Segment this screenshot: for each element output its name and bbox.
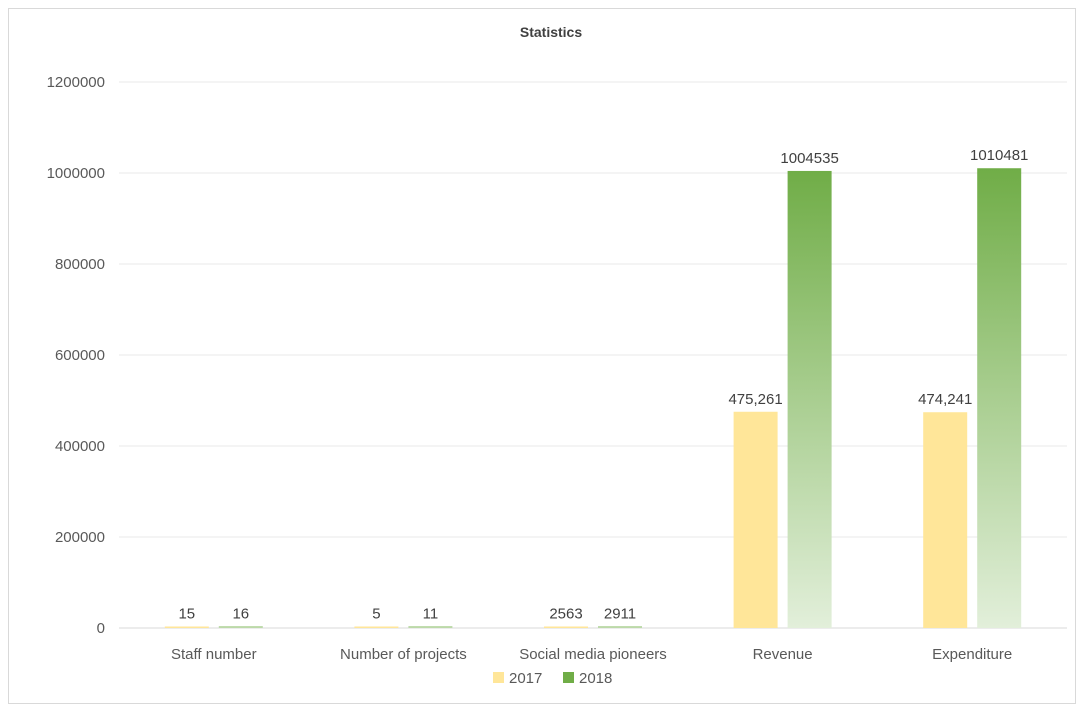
legend: 2017 2018 xyxy=(493,670,612,687)
data-label: 474,241 xyxy=(918,391,972,408)
bar-2018-2 xyxy=(598,626,642,628)
data-labels: 15 16 5 11 2563 2911 475,261 1004535 474,241 1010… xyxy=(178,147,1028,622)
data-label: 1004535 xyxy=(780,150,838,167)
data-label: 15 xyxy=(178,606,195,623)
bar-2018-3 xyxy=(787,170,832,628)
gridlines xyxy=(119,81,1067,629)
data-label: 11 xyxy=(423,606,439,623)
data-label: 2563 xyxy=(549,606,582,623)
y-tick-label: 200000 xyxy=(55,529,105,546)
y-axis: 0 200000 400000 600000 800000 1000000 1200000 xyxy=(47,74,105,637)
bar-2018-0 xyxy=(218,626,263,628)
x-category-label: Number of projects xyxy=(340,646,467,663)
x-category-label: Staff number xyxy=(171,646,257,663)
data-label: 2911 xyxy=(604,606,636,623)
bar-chart: Statistics 0 200000 400000 600000 800000 1000… xyxy=(47,24,1067,687)
data-label: 16 xyxy=(232,606,249,623)
x-category-label: Expenditure xyxy=(932,646,1012,663)
bar-2018-4 xyxy=(977,168,1022,628)
y-tick-label: 1200000 xyxy=(47,74,105,91)
bar-2018-1 xyxy=(408,626,453,628)
x-category-label: Revenue xyxy=(753,646,813,663)
chart-title: Statistics xyxy=(520,24,582,40)
bar-2017-4 xyxy=(923,412,968,628)
y-tick-label: 800000 xyxy=(55,256,105,273)
legend-swatch-2018 xyxy=(563,672,574,683)
bar-2017-3 xyxy=(733,411,778,628)
y-tick-label: 400000 xyxy=(55,438,105,455)
y-tick-label: 0 xyxy=(97,620,105,637)
data-label: 5 xyxy=(372,606,380,623)
x-category-label: Social media pioneers xyxy=(519,646,667,663)
chart-frame: Statistics 0 200000 400000 600000 800000 1000… xyxy=(8,8,1076,704)
y-tick-label: 1000000 xyxy=(47,165,105,182)
bar-2017-1 xyxy=(354,626,399,628)
legend-label: 2017 xyxy=(509,670,542,687)
data-label: 475,261 xyxy=(728,391,782,408)
bars xyxy=(164,168,1022,628)
data-label: 1010481 xyxy=(970,147,1028,164)
y-tick-label: 600000 xyxy=(55,347,105,364)
bar-2017-2 xyxy=(544,626,588,628)
legend-label: 2018 xyxy=(579,670,612,687)
legend-swatch-2017 xyxy=(493,672,504,683)
bar-2017-0 xyxy=(164,626,209,628)
x-axis: Staff number Number of projects Social med… xyxy=(171,646,1012,663)
